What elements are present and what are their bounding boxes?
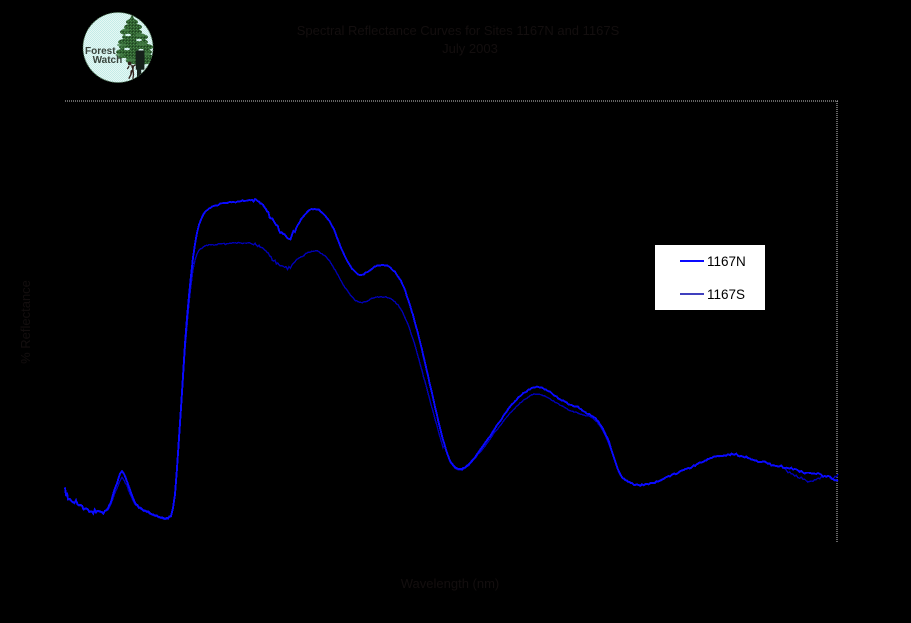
svg-text:1167N: 1167N [707,254,746,269]
svg-text:Spectral Reflectance Curves fo: Spectral Reflectance Curves for Sites 11… [297,23,620,38]
svg-text:July 2003: July 2003 [442,41,498,56]
svg-text:1167S: 1167S [707,287,745,302]
svg-text:Forest: Forest [85,46,116,57]
svg-text:Wavelength (nm): Wavelength (nm) [401,576,500,591]
svg-text:% Reflectance: % Reflectance [18,280,33,364]
svg-text:Watch: Watch [93,55,123,66]
